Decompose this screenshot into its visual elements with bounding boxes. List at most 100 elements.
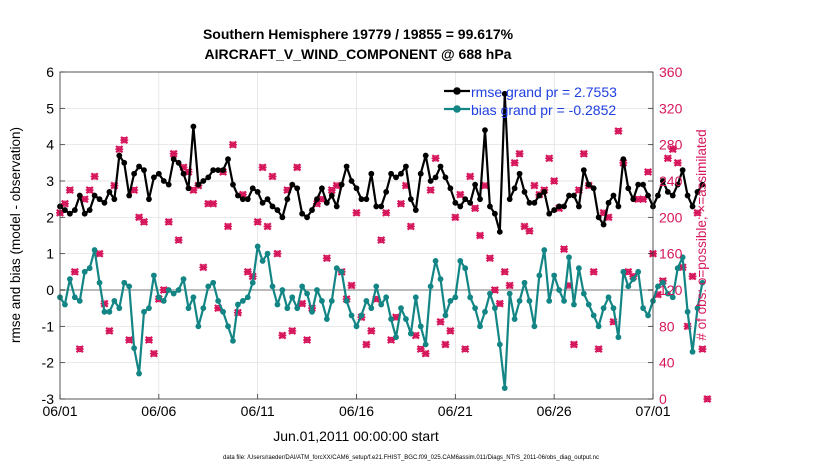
right-y-axis-label: # of obs: o=possible; ×=assimilated: [694, 129, 709, 340]
rmse-point-1: [62, 207, 68, 213]
obs-assimilated-point-45: [278, 331, 287, 340]
bias-point-45: [279, 287, 286, 293]
obs-assimilated-point-44: [273, 249, 282, 258]
rmse-point-54: [323, 199, 330, 206]
rmse-point-73: [417, 170, 424, 177]
rmse-point-125: [674, 181, 681, 188]
bias-point-110: [600, 305, 607, 312]
obs-assimilated-point-95: [525, 226, 534, 235]
rmse-point-14: [126, 192, 133, 199]
rmse-point-80: [452, 199, 459, 206]
obs-assimilated-point-59: [347, 281, 356, 290]
bias-point-128: [689, 348, 696, 355]
bias-point-24: [175, 287, 182, 293]
bias-point-90: [501, 385, 508, 391]
obs-assimilated-point-49: [298, 299, 307, 308]
rmse-point-53: [319, 185, 325, 192]
right-y-tick-label-8: 320: [659, 100, 683, 116]
bias-point-93: [516, 298, 523, 304]
rmse-point-51: [309, 207, 315, 213]
bias-point-48: [294, 305, 301, 312]
rmse-point-118: [640, 181, 647, 188]
x-tick-label-5: 06/26: [537, 403, 572, 419]
bias-point-83: [467, 294, 474, 301]
bias-point-31: [210, 279, 217, 286]
rmse-point-26: [185, 185, 192, 192]
obs-assimilated-point-6: [85, 186, 94, 195]
rmse-point-90: [501, 90, 508, 97]
bias-point-25: [180, 276, 187, 282]
obs-assimilated-point-34: [224, 222, 233, 231]
obs-assimilated-point-47: [288, 326, 297, 335]
right-y-tick-label-9: 360: [659, 64, 683, 80]
bias-point-105: [575, 265, 582, 272]
bias-point-72: [412, 294, 419, 301]
bias-point-22: [165, 287, 172, 293]
obs-assimilated-point-18: [144, 335, 153, 344]
rmse-series: [57, 90, 706, 235]
bias-point-37: [239, 298, 246, 304]
chart-title-line2: AIRCRAFT_V_WIND_COMPONENT @ 688 hPa: [205, 46, 512, 62]
bias-point-59: [348, 312, 355, 319]
bias-point-34: [225, 323, 231, 330]
rmse-point-16: [136, 163, 142, 170]
rmse-point-104: [571, 192, 577, 199]
left-y-tick-label-1: -2: [42, 355, 55, 371]
left-y-tick-label-4: 1: [46, 246, 54, 262]
rmse-point-79: [447, 185, 454, 192]
bias-point-57: [338, 268, 345, 275]
bias-point-121: [655, 283, 661, 290]
bias-point-100: [551, 272, 558, 279]
rmse-point-119: [645, 192, 651, 199]
rmse-point-42: [264, 196, 271, 203]
bias-point-18: [146, 305, 152, 312]
bias-point-40: [254, 243, 261, 250]
rmse-point-7: [91, 192, 98, 199]
bias-point-107: [585, 301, 592, 308]
obs-assimilated-point-130: [698, 345, 707, 354]
bias-point-118: [640, 305, 647, 312]
bias-point-77: [437, 276, 444, 282]
rmse-point-27: [190, 123, 197, 130]
rmse-point-15: [131, 170, 138, 177]
rmse-point-76: [432, 174, 439, 181]
rmse-point-5: [81, 210, 88, 217]
obs-assimilated-point-60: [352, 208, 361, 217]
obs-assimilated-point-93: [515, 149, 524, 158]
legend-rmse-label: rmse grand pr = 2.7553: [471, 84, 617, 100]
obs-assimilated-point-50: [303, 335, 312, 344]
obs-assimilated-point-99: [545, 154, 554, 163]
obs-assimilated-point-123: [663, 154, 672, 163]
rmse-point-122: [659, 178, 666, 184]
rmse-point-33: [220, 167, 226, 174]
obs-assimilated-point-62: [362, 340, 371, 349]
bias-point-5: [81, 268, 88, 275]
obs-assimilated-point-91: [505, 281, 514, 290]
bias-point-112: [610, 305, 617, 312]
rmse-point-116: [630, 196, 637, 203]
rmse-point-30: [205, 174, 212, 181]
rmse-point-45: [279, 214, 286, 221]
bias-point-33: [220, 308, 226, 315]
bias-point-81: [457, 258, 464, 264]
obs-assimilated-point-80: [451, 213, 460, 222]
bias-point-7: [91, 247, 98, 253]
obs-assimilated-point-7: [90, 172, 99, 181]
obs-assimilated-point-85: [476, 231, 485, 240]
bias-point-66: [383, 294, 390, 301]
rmse-point-91: [506, 196, 513, 203]
x-tick-label-4: 06/21: [438, 403, 473, 419]
rmse-point-114: [620, 156, 627, 163]
bias-point-13: [121, 279, 128, 286]
bias-point-74: [422, 341, 429, 348]
bias-point-82: [462, 265, 469, 272]
right-y-tick-label-4: 160: [659, 246, 683, 262]
bias-point-126: [679, 254, 686, 261]
obs-assimilated-point-92: [510, 158, 519, 167]
rmse-point-52: [314, 196, 320, 203]
rmse-point-113: [615, 203, 622, 210]
rmse-point-6: [86, 207, 93, 213]
chart-title-line1: Southern Hemisphere 19779 / 19855 = 99.6…: [203, 26, 514, 42]
obs-assimilated-point-35: [228, 140, 237, 149]
rmse-point-21: [160, 178, 167, 184]
